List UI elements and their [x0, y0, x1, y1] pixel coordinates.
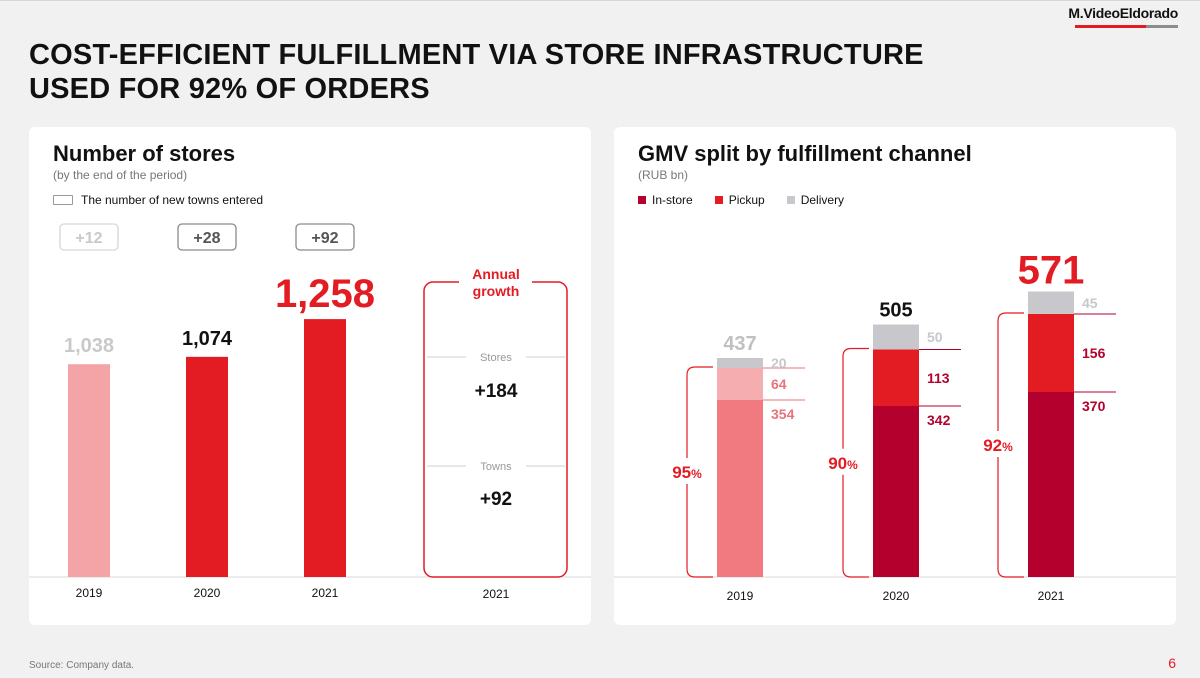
logo-underline [1075, 25, 1178, 28]
gmv-year-label-2021: 2021 [1038, 589, 1065, 603]
store-bar-2020 [186, 356, 228, 577]
delivery-value-2021: 45 [1082, 295, 1098, 311]
growth-heading-line-2: growth [473, 283, 520, 299]
annual-growth-box [423, 281, 568, 578]
delivery-segment-2020 [873, 324, 919, 350]
legend-instore-label: In-store [652, 193, 693, 207]
new-towns-box-2020 [177, 223, 237, 251]
year-label-2021: 2021 [312, 586, 339, 600]
title-line-2: USED FOR 92% OF ORDERS [29, 73, 430, 105]
store-share-value-2019: 95% [672, 463, 702, 482]
title-line-1: COST-EFFICIENT FULFILLMENT VIA STORE INF… [29, 39, 924, 71]
store-value-2019: 1,038 [64, 335, 114, 357]
delivery-segment-2019 [717, 358, 763, 368]
legend-pickup: Pickup [714, 193, 765, 207]
gmv-year-label-2019: 2019 [727, 589, 754, 603]
stores-chart: 1,038 2019 +12 1,074 2020 +28 1,258 2021 +92 Annu… [29, 223, 591, 601]
store-bar-2019 [68, 364, 110, 577]
new-towns-value-2019: +12 [75, 230, 102, 247]
page-title: COST-EFFICIENT FULFILLMENT VIA STORE INF… [29, 38, 924, 106]
year-label-2020: 2020 [194, 586, 221, 600]
gmv-total-2021: 571 [1018, 249, 1085, 293]
pickup-segment-2020 [873, 349, 919, 406]
new-towns-value-2021: +92 [311, 230, 338, 247]
gmv-year-label-2020: 2020 [883, 589, 910, 603]
growth-heading-mask [459, 267, 532, 307]
gmv-chart-subtitle: (RUB bn) [638, 168, 689, 182]
delivery-value-2020: 50 [927, 329, 943, 345]
pickup-swatch [714, 196, 723, 204]
stores-panel: Number of stores (by the end of the peri… [29, 127, 591, 625]
store-share-mask-2019 [665, 458, 709, 484]
growth-towns-label: Towns [480, 461, 512, 473]
stores-legend-label: The number of new towns entered [81, 193, 264, 207]
store-share-value-2020: 90% [828, 454, 858, 473]
legend-delivery: Delivery [786, 193, 845, 207]
pickup-value-2020: 113 [927, 370, 950, 386]
stores-chart-title: Number of stores [53, 141, 236, 166]
store-share-mask-2020 [821, 448, 865, 475]
store-share-value-2021: 92% [983, 436, 1013, 455]
gmv-total-2019: 437 [723, 333, 756, 355]
new-towns-value-2020: +28 [193, 230, 220, 247]
instore-segment-2019 [717, 400, 763, 577]
legend-delivery-label: Delivery [800, 193, 845, 207]
instore-segment-2021 [1028, 392, 1074, 577]
growth-stores-value: +184 [475, 381, 518, 402]
year-label-2019: 2019 [76, 586, 103, 600]
gmv-chart-title: GMV split by fulfillment channel [638, 141, 972, 166]
new-towns-box-2019 [59, 223, 119, 251]
growth-stores-label: Stores [480, 352, 512, 364]
instore-segment-2020 [873, 406, 919, 577]
delivery-segment-2021 [1028, 291, 1074, 314]
gmv-panel: GMV split by fulfillment channel (RUB bn… [614, 127, 1176, 625]
instore-value-2020: 342 [927, 412, 951, 428]
store-share-mask-2021 [976, 431, 1020, 457]
pickup-segment-2021 [1028, 314, 1074, 392]
page-number: 6 [1168, 655, 1176, 671]
pickup-value-2021: 156 [1082, 345, 1106, 361]
stores-chart-subtitle: (by the end of the period) [53, 168, 188, 182]
legend-box-icon [53, 195, 73, 205]
instore-value-2021: 370 [1082, 398, 1106, 414]
legend-pickup-label: Pickup [728, 193, 765, 207]
instore-swatch [638, 196, 646, 204]
gmv-chart: 354 64 20 437 95% 2019 342 113 50 505 90% 2020 370 15… [614, 249, 1176, 603]
legend-instore: In-store [638, 193, 693, 207]
store-bar-2021 [304, 319, 346, 577]
growth-year-label: 2021 [483, 587, 510, 601]
pickup-value-2019: 64 [771, 376, 787, 392]
growth-towns-value: +92 [480, 489, 512, 510]
stores-legend: The number of new towns entered [53, 193, 263, 207]
top-divider [0, 0, 1200, 1]
instore-value-2019: 354 [771, 406, 795, 422]
store-value-2021: 1,258 [275, 272, 375, 316]
source-note: Source: Company data. [29, 660, 135, 671]
store-value-2020: 1,074 [182, 328, 233, 350]
delivery-value-2019: 20 [771, 355, 787, 371]
brand-logo: M.VideoEldorado [1068, 5, 1178, 21]
gmv-legend: In-store Pickup Delivery [638, 193, 866, 207]
gmv-total-2020: 505 [879, 300, 912, 322]
delivery-swatch [786, 196, 795, 204]
pickup-segment-2019 [717, 368, 763, 400]
new-towns-box-2021 [295, 223, 355, 251]
growth-heading-line-1: Annual [472, 266, 519, 282]
